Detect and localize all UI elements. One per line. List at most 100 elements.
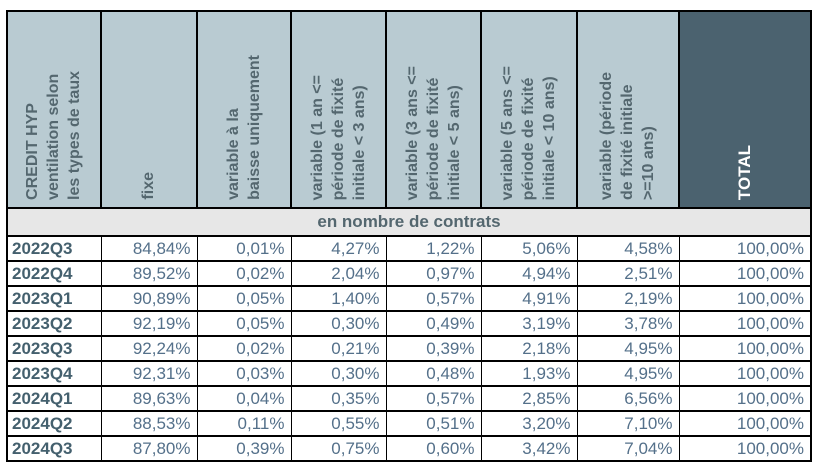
row-label: 2023Q2 (6, 310, 102, 337)
cell-variable-3-5: 0,39% (385, 335, 482, 362)
col-header-credit-hyp-label: CREDIT HYP ventilation selon les types d… (24, 71, 84, 200)
cell-variable-1-3: 0,55% (290, 410, 387, 437)
cell-variable-3-5: 0,51% (385, 410, 482, 437)
cell-variable-3-5: 0,57% (385, 385, 482, 412)
cell-fixe: 87,80% (100, 435, 198, 462)
cell-fixe: 92,31% (100, 360, 198, 387)
col-header-variable-10-plus-ans: variable (période de fixité initiale >=1… (576, 10, 680, 209)
col-header-credit-hyp: CREDIT HYP ventilation selon les types d… (6, 10, 102, 209)
cell-variable-1-3: 0,21% (290, 335, 387, 362)
cell-variable-1-3: 4,27% (290, 235, 387, 262)
cell-variable-5-10: 1,93% (480, 360, 578, 387)
cell-variable-10-plus: 2,51% (576, 260, 680, 287)
cell-total: 100,00% (678, 435, 812, 462)
cell-total: 100,00% (678, 310, 812, 337)
cell-variable-1-3: 0,35% (290, 385, 387, 412)
table-row-2023q1: 2023Q1 90,89% 0,05% 1,40% 0,57% 4,91% 2,… (6, 285, 812, 312)
table-row-2024q3: 2024Q3 87,80% 0,39% 0,75% 0,60% 3,42% 7,… (6, 435, 812, 462)
row-label: 2022Q3 (6, 235, 102, 262)
cell-total: 100,00% (678, 235, 812, 262)
col-header-variable-baisse-label: variable à la baisse uniquement (224, 55, 263, 200)
cell-variable-5-10: 3,42% (480, 435, 578, 462)
cell-variable-5-10: 2,18% (480, 335, 578, 362)
cell-variable-3-5: 0,60% (385, 435, 482, 462)
cell-variable-10-plus: 4,95% (576, 360, 680, 387)
col-header-variable-1-3-ans: variable (1 an <= période de fixité init… (290, 10, 387, 209)
cell-variable-3-5: 0,49% (385, 310, 482, 337)
col-header-fixe: fixe (100, 10, 198, 209)
row-label: 2022Q4 (6, 260, 102, 287)
cell-variable-baisse: 0,05% (196, 285, 292, 312)
cell-variable-baisse: 0,03% (196, 360, 292, 387)
cell-total: 100,00% (678, 335, 812, 362)
table-row-2023q4: 2023Q4 92,31% 0,03% 0,30% 0,48% 1,93% 4,… (6, 360, 812, 387)
cell-total: 100,00% (678, 360, 812, 387)
section-row: en nombre de contrats (6, 207, 812, 237)
cell-fixe: 84,84% (100, 235, 198, 262)
cell-fixe: 92,19% (100, 310, 198, 337)
cell-variable-10-plus: 6,56% (576, 385, 680, 412)
col-header-variable-3-5-ans: variable (3 ans <= période de fixité ini… (385, 10, 482, 209)
cell-variable-5-10: 4,94% (480, 260, 578, 287)
cell-total: 100,00% (678, 260, 812, 287)
cell-variable-baisse: 0,02% (196, 260, 292, 287)
row-label: 2024Q3 (6, 435, 102, 462)
table-row-2022q3: 2022Q3 84,84% 0,01% 4,27% 1,22% 5,06% 4,… (6, 235, 812, 262)
cell-variable-10-plus: 7,10% (576, 410, 680, 437)
cell-variable-1-3: 2,04% (290, 260, 387, 287)
cell-total: 100,00% (678, 410, 812, 437)
cell-total: 100,00% (678, 385, 812, 412)
col-header-variable-5-10-ans: variable (5 ans <= période de fixité ini… (480, 10, 578, 209)
cell-variable-baisse: 0,04% (196, 385, 292, 412)
cell-variable-5-10: 3,20% (480, 410, 578, 437)
cell-fixe: 92,24% (100, 335, 198, 362)
cell-variable-1-3: 1,40% (290, 285, 387, 312)
cell-variable-3-5: 0,97% (385, 260, 482, 287)
cell-variable-baisse: 0,39% (196, 435, 292, 462)
cell-variable-10-plus: 4,58% (576, 235, 680, 262)
cell-variable-1-3: 0,75% (290, 435, 387, 462)
row-label: 2024Q1 (6, 385, 102, 412)
cell-variable-5-10: 3,19% (480, 310, 578, 337)
cell-variable-5-10: 2,85% (480, 385, 578, 412)
cell-variable-baisse: 0,01% (196, 235, 292, 262)
cell-variable-1-3: 0,30% (290, 360, 387, 387)
credit-hyp-rate-type-table: CREDIT HYP ventilation selon les types d… (6, 10, 812, 462)
cell-variable-baisse: 0,05% (196, 310, 292, 337)
cell-variable-3-5: 0,57% (385, 285, 482, 312)
cell-fixe: 88,53% (100, 410, 198, 437)
col-header-variable-1-3-ans-label: variable (1 an <= période de fixité init… (308, 74, 369, 200)
table-row-2024q1: 2024Q1 89,63% 0,04% 0,35% 0,57% 2,85% 6,… (6, 385, 812, 412)
row-label: 2023Q3 (6, 335, 102, 362)
cell-variable-5-10: 5,06% (480, 235, 578, 262)
cell-variable-3-5: 0,48% (385, 360, 482, 387)
cell-variable-10-plus: 7,04% (576, 435, 680, 462)
cell-variable-10-plus: 4,95% (576, 335, 680, 362)
table-row-2022q4: 2022Q4 89,52% 0,02% 2,04% 0,97% 4,94% 2,… (6, 260, 812, 287)
col-header-variable-10-plus-ans-label: variable (période de fixité initiale >=1… (598, 71, 658, 200)
cell-variable-baisse: 0,02% (196, 335, 292, 362)
table-row-2024q2: 2024Q2 88,53% 0,11% 0,55% 0,51% 3,20% 7,… (6, 410, 812, 437)
cell-total: 100,00% (678, 285, 812, 312)
cell-variable-10-plus: 3,78% (576, 310, 680, 337)
table-row-2023q2: 2023Q2 92,19% 0,05% 0,30% 0,49% 3,19% 3,… (6, 310, 812, 337)
col-header-fixe-label: fixe (140, 172, 158, 200)
col-header-variable-3-5-ans-label: variable (3 ans <= période de fixité ini… (403, 65, 464, 200)
col-header-variable-5-10-ans-label: variable (5 ans <= période de fixité ini… (499, 65, 559, 200)
row-label: 2023Q4 (6, 360, 102, 387)
cell-fixe: 89,52% (100, 260, 198, 287)
cell-fixe: 89,63% (100, 385, 198, 412)
col-header-variable-baisse: variable à la baisse uniquement (196, 10, 292, 209)
col-header-total-label: TOTAL (734, 144, 754, 200)
row-label: 2023Q1 (6, 285, 102, 312)
cell-variable-5-10: 4,91% (480, 285, 578, 312)
section-title: en nombre de contrats (6, 207, 812, 237)
cell-variable-10-plus: 2,19% (576, 285, 680, 312)
cell-variable-3-5: 1,22% (385, 235, 482, 262)
cell-fixe: 90,89% (100, 285, 198, 312)
table-row-2023q3: 2023Q3 92,24% 0,02% 0,21% 0,39% 2,18% 4,… (6, 335, 812, 362)
header-row: CREDIT HYP ventilation selon les types d… (6, 10, 812, 209)
row-label: 2024Q2 (6, 410, 102, 437)
col-header-total: TOTAL (678, 10, 812, 209)
cell-variable-1-3: 0,30% (290, 310, 387, 337)
